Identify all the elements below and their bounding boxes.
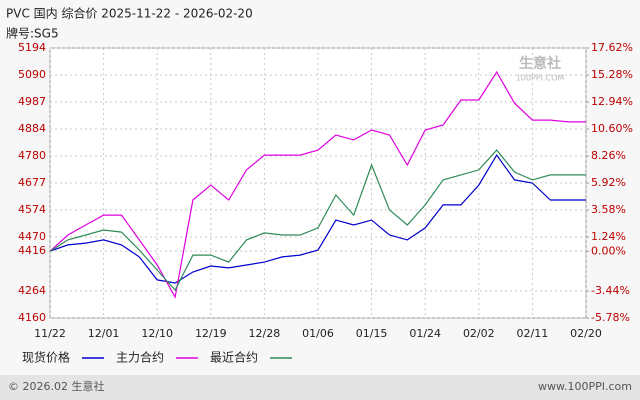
y-tick-label: 4416 xyxy=(18,244,46,257)
copyright: © 2026.02 生意社 xyxy=(8,379,104,393)
y-tick-label: 5194 xyxy=(18,41,46,54)
y2-tick-label: 1.24% xyxy=(591,230,626,243)
y-tick-label: 4264 xyxy=(18,284,46,297)
watermark-site: 100PPI.COM xyxy=(516,74,565,83)
chart-subtitle: 牌号:SG5 xyxy=(6,27,59,41)
footer-site: www.100PPI.com xyxy=(538,380,632,393)
x-tick-label: 01/24 xyxy=(409,327,441,340)
x-tick-label: 12/28 xyxy=(249,327,281,340)
y-tick-label: 4470 xyxy=(18,230,46,243)
y-tick-label: 4780 xyxy=(18,149,46,162)
y2-tick-label: -3.44% xyxy=(591,284,630,297)
x-tick-label: 12/10 xyxy=(141,327,173,340)
x-tick-label: 01/15 xyxy=(356,327,388,340)
x-tick-label: 12/01 xyxy=(88,327,120,340)
y2-tick-label: 8.26% xyxy=(591,149,626,162)
x-tick-label: 02/11 xyxy=(517,327,549,340)
x-tick-label: 02/20 xyxy=(570,327,602,340)
y-tick-label: 4160 xyxy=(18,311,46,324)
y-tick-label: 4574 xyxy=(18,203,46,216)
series-line xyxy=(49,154,586,284)
y2-tick-label: 17.62% xyxy=(591,41,633,54)
series-line xyxy=(49,70,586,299)
x-tick-label: 01/06 xyxy=(302,327,334,340)
footer-bar xyxy=(0,375,640,400)
series-line xyxy=(49,149,586,292)
x-tick-label: 02/02 xyxy=(463,327,495,340)
y2-tick-label: 0.00% xyxy=(591,244,626,257)
y2-tick-label: 3.58% xyxy=(591,203,626,216)
y2-tick-label: 10.60% xyxy=(591,122,633,135)
y2-tick-label: 15.28% xyxy=(591,68,633,81)
legend-label: 最近合约 xyxy=(210,350,258,365)
x-tick-label: 12/19 xyxy=(195,327,227,340)
y-tick-label: 4884 xyxy=(18,122,46,135)
legend-label: 现货价格 xyxy=(22,350,70,365)
y2-tick-label: -5.78% xyxy=(591,311,630,324)
y-tick-label: 4987 xyxy=(18,95,46,108)
watermark: 生意社 xyxy=(519,55,561,72)
y-tick-label: 5090 xyxy=(18,68,46,81)
y2-tick-label: 5.92% xyxy=(591,176,626,189)
y-tick-label: 4677 xyxy=(18,176,46,189)
legend-label: 主力合约 xyxy=(116,350,164,365)
chart-title: PVC 国内 综合价 2025-11-22 - 2026-02-20 xyxy=(6,6,253,21)
y2-tick-label: 12.94% xyxy=(591,95,633,108)
x-tick-label: 11/22 xyxy=(34,327,66,340)
